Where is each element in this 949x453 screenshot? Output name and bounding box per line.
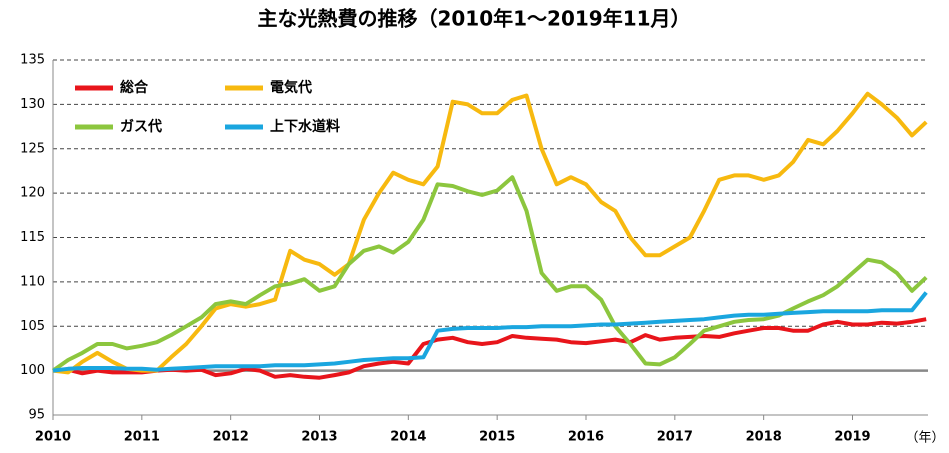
legend-label: 電気代 (270, 79, 312, 96)
chart-title: 主な光熱費の推移（2010年1～2019年11月） (257, 7, 690, 31)
x-tick-label: 2011 (124, 430, 160, 445)
series-line (52, 91, 928, 375)
x-tick-label: 2017 (657, 430, 693, 445)
y-tick-label: 100 (20, 363, 45, 378)
x-axis-label: （年） (905, 431, 944, 446)
y-tick-label: 125 (20, 141, 45, 156)
y-tick-label: 110 (20, 274, 45, 289)
y-tick-label: 105 (20, 319, 45, 334)
x-tick-label: 2013 (301, 430, 337, 445)
x-tick-label: 2010 (35, 430, 71, 445)
x-tick-label: 2016 (568, 430, 604, 445)
x-tick-label: 2019 (834, 430, 870, 445)
series-line (52, 317, 927, 380)
y-tick-label: 115 (20, 230, 45, 245)
series-line (52, 291, 928, 373)
x-tick-label: 2018 (746, 430, 782, 445)
y-tick-label: 95 (28, 408, 45, 423)
legend-label: 総合 (120, 79, 149, 96)
y-tick-label: 135 (20, 53, 45, 68)
x-tick-label: 2012 (213, 430, 249, 445)
legend-label: 上下水道料 (270, 118, 340, 135)
y-tick-label: 130 (20, 97, 45, 112)
legend-label: ガス代 (120, 118, 162, 135)
x-tick-label: 2015 (479, 430, 515, 445)
x-tick-label: 2014 (390, 430, 426, 445)
y-tick-label: 120 (20, 186, 45, 201)
